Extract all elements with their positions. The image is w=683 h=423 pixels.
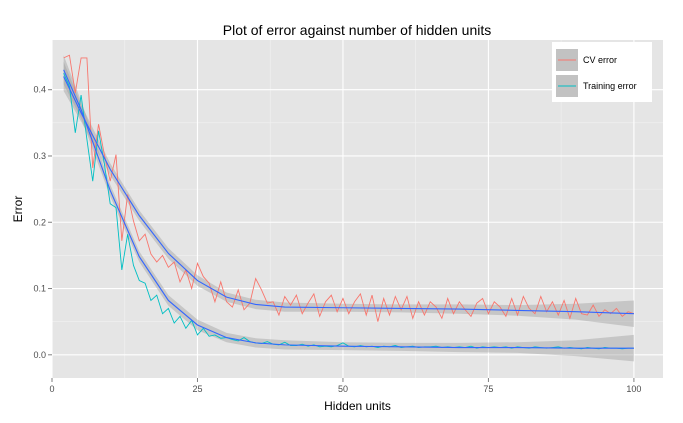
chart-title: Plot of error against number of hidden u… bbox=[223, 22, 492, 38]
x-tick-label: 50 bbox=[338, 384, 348, 394]
cv-error-smooth-line bbox=[63, 76, 634, 315]
y-axis: 0.0 0.1 0.2 0.3 0.4 bbox=[33, 85, 52, 360]
x-tick-label: 25 bbox=[192, 384, 202, 394]
legend-label: Training error bbox=[583, 81, 637, 91]
x-tick-label: 100 bbox=[626, 384, 641, 394]
y-tick-label: 0.1 bbox=[33, 284, 46, 294]
x-tick-label: 75 bbox=[483, 384, 493, 394]
y-tick-label: 0.2 bbox=[33, 217, 46, 227]
training-error-smooth-line bbox=[63, 69, 634, 349]
cv-error-line bbox=[63, 54, 635, 322]
x-axis: 0 25 50 75 100 bbox=[49, 378, 641, 394]
x-axis-title: Hidden units bbox=[324, 399, 391, 413]
legend-label: CV error bbox=[583, 55, 617, 65]
y-tick-label: 0.4 bbox=[33, 85, 46, 95]
x-tick-label: 0 bbox=[49, 384, 54, 394]
y-tick-label: 0.3 bbox=[33, 151, 46, 161]
y-tick-label: 0.0 bbox=[33, 350, 46, 360]
legend: CV error Training error bbox=[552, 42, 652, 102]
minor-gridlines bbox=[52, 40, 663, 378]
smooth-lines bbox=[63, 69, 634, 349]
y-axis-title: Error bbox=[11, 196, 25, 223]
